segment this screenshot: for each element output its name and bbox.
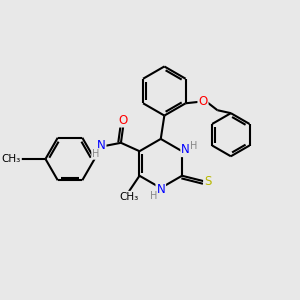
Text: N: N [181, 143, 190, 156]
Text: N: N [97, 139, 106, 152]
Text: H: H [92, 149, 100, 159]
Text: O: O [198, 95, 208, 108]
Text: H: H [150, 191, 157, 201]
Text: CH₃: CH₃ [2, 154, 21, 164]
Text: H: H [190, 141, 197, 151]
Text: N: N [156, 183, 165, 196]
Text: S: S [204, 175, 212, 188]
Text: CH₃: CH₃ [119, 192, 139, 202]
Text: O: O [119, 114, 128, 127]
